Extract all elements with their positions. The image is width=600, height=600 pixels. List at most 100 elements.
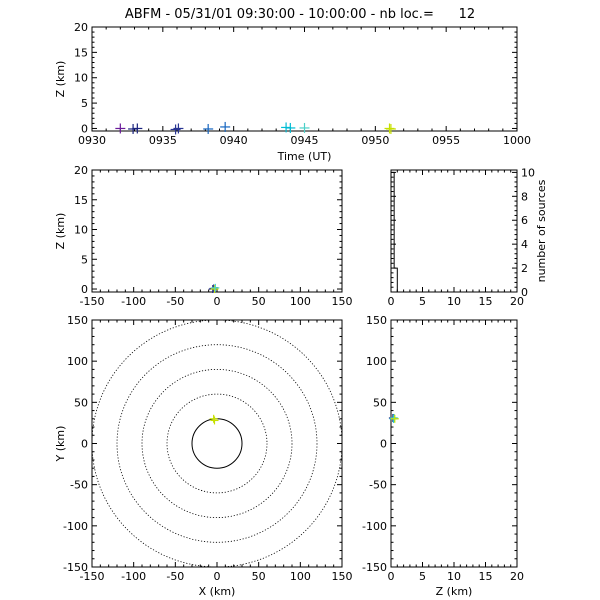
x-tick-label: 15 bbox=[479, 295, 493, 308]
range-ring bbox=[166, 393, 268, 494]
x-tick-label: 5 bbox=[419, 295, 426, 308]
range-ring bbox=[141, 368, 293, 518]
data-point bbox=[209, 414, 218, 423]
panel-x-y: -150 -100 -50 0 50 100 150 -150 -100 -50 0 50 100 150… bbox=[54, 314, 353, 598]
y-tick-label: 10 bbox=[521, 166, 535, 179]
y-tick-label: -150 bbox=[63, 561, 88, 574]
data-point bbox=[115, 123, 126, 134]
y-tick-label: 0 bbox=[81, 122, 88, 135]
y-tick-label: 10 bbox=[74, 224, 88, 237]
plots: 0930 0935 0940 0945 0950 0955 100005101520Time… bbox=[54, 21, 548, 598]
range-rings bbox=[92, 320, 342, 567]
x-tick-label: 100 bbox=[290, 295, 311, 308]
y-tick-label: 0 bbox=[521, 286, 528, 299]
range-ring bbox=[92, 320, 342, 567]
x-tick-label: -100 bbox=[121, 570, 146, 583]
range-ring bbox=[191, 418, 243, 469]
x-tick-label: 10 bbox=[447, 570, 461, 583]
y-tick-label: 2 bbox=[521, 262, 528, 275]
y-tick-label: 100 bbox=[366, 355, 387, 368]
plot-frame bbox=[390, 169, 518, 293]
x-axis-label: X (km) bbox=[199, 585, 236, 598]
panel-time-height: 0930 0935 0940 0945 0950 0955 1000 0 5 10 15 20 Time… bbox=[54, 21, 531, 163]
data-point bbox=[132, 123, 143, 134]
x-tick-label: 50 bbox=[252, 570, 266, 583]
y-tick-label: 20 bbox=[74, 21, 88, 34]
y-tick-label: 5 bbox=[81, 253, 88, 266]
x-tick-label: 0945 bbox=[291, 134, 319, 147]
y-tick-label: 15 bbox=[74, 46, 88, 59]
x-tick-label: -50 bbox=[166, 295, 184, 308]
histogram-line bbox=[391, 171, 517, 293]
data-point bbox=[220, 121, 231, 132]
x-tick-label: -150 bbox=[80, 295, 105, 308]
y-tick-label: 8 bbox=[521, 190, 528, 203]
x-tick-label: 100 bbox=[290, 570, 311, 583]
x-tick-label: 20 bbox=[510, 295, 524, 308]
data-point bbox=[385, 123, 396, 134]
x-tick-label: 150 bbox=[332, 570, 353, 583]
y-tick-label: -150 bbox=[362, 561, 387, 574]
plot-frame bbox=[91, 26, 518, 132]
y-tick-label: -50 bbox=[70, 479, 88, 492]
panel-x-z: -150 -100 -50 0 50 100 150 0 5 10 15 20 Z (km) bbox=[54, 164, 353, 308]
y-tick-label: 0 bbox=[81, 438, 88, 451]
y-tick-label: 10 bbox=[74, 72, 88, 85]
y-tick-label: 5 bbox=[81, 97, 88, 110]
x-tick-label: 0 bbox=[214, 295, 221, 308]
y-tick-label: 0 bbox=[380, 438, 387, 451]
y-tick-label: 15 bbox=[74, 194, 88, 207]
data-point bbox=[210, 285, 219, 294]
x-tick-label: 0955 bbox=[432, 134, 460, 147]
x-tick-label: 0 bbox=[388, 295, 395, 308]
y-tick-label: 50 bbox=[373, 396, 387, 409]
x-axis-label: Z (km) bbox=[436, 585, 473, 598]
data-point bbox=[390, 413, 399, 422]
y-axis-label: Z (km) bbox=[54, 213, 67, 250]
y-axis-label: number of sources bbox=[535, 179, 548, 282]
data-point bbox=[211, 283, 220, 292]
y-tick-label: 50 bbox=[74, 396, 88, 409]
y-tick-label: -100 bbox=[63, 520, 88, 533]
data-point bbox=[170, 124, 181, 135]
data-point bbox=[173, 123, 184, 134]
plot-frame bbox=[91, 319, 343, 568]
y-tick-label: -100 bbox=[362, 520, 387, 533]
data-point bbox=[390, 414, 399, 423]
y-axis-label: Y (km) bbox=[54, 426, 67, 463]
x-tick-label: 15 bbox=[479, 570, 493, 583]
x-tick-label: 10 bbox=[447, 295, 461, 308]
x-tick-label: -100 bbox=[121, 295, 146, 308]
x-tick-label: 0935 bbox=[149, 134, 177, 147]
y-tick-label: 150 bbox=[366, 314, 387, 327]
x-tick-label: -50 bbox=[166, 570, 184, 583]
data-point bbox=[203, 123, 214, 134]
y-axis-label: Z (km) bbox=[54, 61, 67, 98]
x-tick-label: 0 bbox=[388, 570, 395, 583]
y-tick-label: 0 bbox=[81, 283, 88, 296]
y-tick-label: 20 bbox=[74, 164, 88, 177]
panel-z-y: 0 5 10 15 20 -150 -100 -50 0 50 100 150 Z (km) bbox=[362, 314, 524, 598]
plot-frame bbox=[91, 169, 343, 293]
x-tick-label: 5 bbox=[419, 570, 426, 583]
x-tick-label: -150 bbox=[80, 570, 105, 583]
plot-frame bbox=[390, 319, 518, 568]
range-ring bbox=[116, 344, 318, 543]
x-tick-label: 0930 bbox=[78, 134, 106, 147]
data-point bbox=[210, 416, 219, 425]
x-tick-label: 1000 bbox=[503, 134, 531, 147]
x-tick-label: 50 bbox=[252, 295, 266, 308]
y-tick-label: -50 bbox=[369, 479, 387, 492]
data-point bbox=[285, 122, 296, 133]
x-tick-label: 150 bbox=[332, 295, 353, 308]
x-tick-label: 0 bbox=[214, 570, 221, 583]
x-tick-label: 20 bbox=[510, 570, 524, 583]
x-tick-label: 0940 bbox=[220, 134, 248, 147]
x-axis-label: Time (UT) bbox=[277, 150, 332, 163]
y-tick-label: 6 bbox=[521, 214, 528, 227]
y-tick-label: 4 bbox=[521, 238, 528, 251]
figure-title: ABFM - 05/31/01 09:30:00 - 10:00:00 - nb… bbox=[125, 7, 475, 22]
y-tick-label: 100 bbox=[67, 355, 88, 368]
